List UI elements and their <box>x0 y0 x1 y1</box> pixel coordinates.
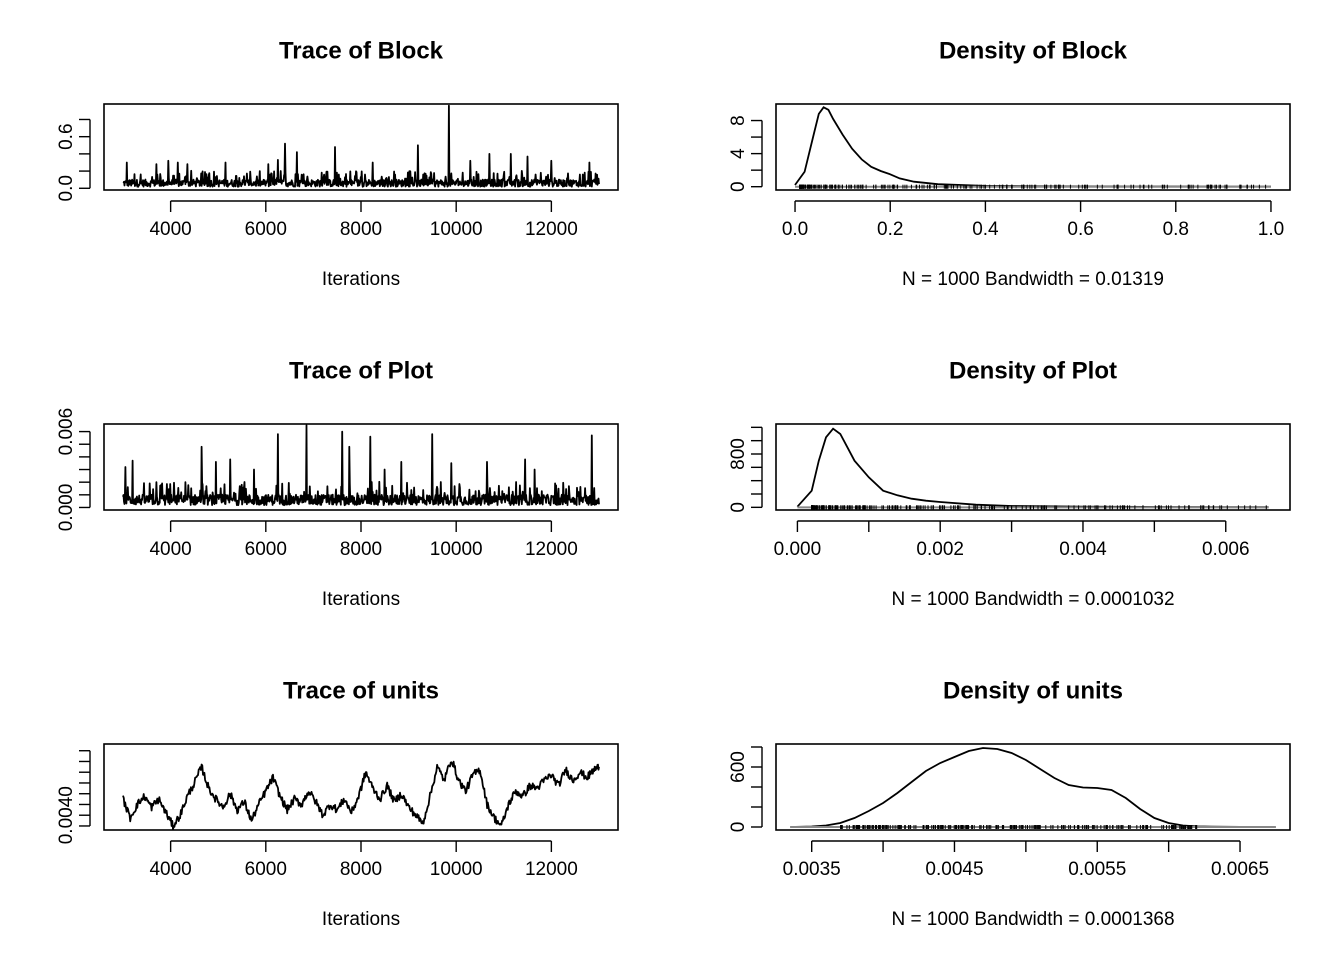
x-tick-label: 0.6 <box>1067 219 1093 240</box>
x-tick-label: 6000 <box>245 539 287 560</box>
x-tick-label: 0.002 <box>916 539 964 560</box>
x-tick-label: 0.0 <box>782 219 808 240</box>
x-tick-label: 6000 <box>245 219 287 240</box>
y-tick-label: 800 <box>728 438 749 470</box>
y-tick-label: 0 <box>728 502 749 513</box>
chart-panel-2: Trace of Plot 4000 6000 8000 10000 12000 0.000… <box>56 357 619 610</box>
chart-title: Density of units <box>943 677 1123 704</box>
y-axis: 0 800 <box>728 426 763 513</box>
x-axis: 0.000 0.002 0.004 0.006 <box>774 520 1250 560</box>
plot-area <box>796 427 1269 510</box>
y-axis: 0 4 8 <box>728 115 763 192</box>
x-tick-label: 0.2 <box>877 219 903 240</box>
x-tick-label: 8000 <box>340 219 382 240</box>
y-tick-label: 0.0040 <box>56 786 77 844</box>
plot-frame <box>103 103 619 191</box>
x-axis-label: N = 1000 Bandwidth = 0.0001032 <box>891 589 1174 610</box>
x-tick-label: 0.0045 <box>925 859 983 880</box>
x-tick-label: 8000 <box>340 539 382 560</box>
chart-panel-4: Trace of units 4000 6000 8000 10000 12000 0.00… <box>56 677 619 930</box>
x-tick-label: 12000 <box>525 219 578 240</box>
plot-frame <box>775 423 1291 511</box>
density-curve <box>794 106 1271 188</box>
x-tick-label: 12000 <box>525 539 578 560</box>
plot-area <box>790 747 1276 829</box>
x-tick-label: 4000 <box>149 859 191 880</box>
x-tick-label: 0.8 <box>1163 219 1189 240</box>
rug-marks <box>799 184 1267 189</box>
y-tick-label: 0 <box>728 181 749 192</box>
x-axis: 4000 6000 8000 10000 12000 <box>149 840 578 880</box>
x-axis-label: N = 1000 Bandwidth = 0.0001368 <box>891 909 1174 930</box>
y-axis: 0.000 0.006 <box>56 408 91 532</box>
x-axis: 4000 6000 8000 10000 12000 <box>149 200 578 240</box>
x-tick-label: 0.0035 <box>783 859 841 880</box>
x-tick-label: 0.000 <box>774 539 822 560</box>
x-tick-label: 12000 <box>525 859 578 880</box>
plot-area <box>122 760 600 830</box>
x-tick-label: 0.006 <box>1202 539 1250 560</box>
trace-series-line <box>122 760 600 830</box>
trace-series-line <box>122 424 600 507</box>
density-curve <box>790 747 1276 828</box>
x-tick-label: 10000 <box>430 539 483 560</box>
x-tick-label: 4000 <box>149 539 191 560</box>
chart-title: Trace of units <box>283 677 439 704</box>
x-tick-label: 10000 <box>430 219 483 240</box>
x-tick-label: 8000 <box>340 859 382 880</box>
x-axis: 0.0 0.2 0.4 0.6 0.8 1.0 <box>782 200 1284 240</box>
x-axis: 0.0035 0.0045 0.0055 0.0065 <box>783 840 1269 880</box>
x-tick-label: 1.0 <box>1258 219 1284 240</box>
y-tick-label: 0.000 <box>56 484 77 532</box>
x-tick-label: 10000 <box>430 859 483 880</box>
plot-frame <box>775 743 1291 831</box>
plot-area <box>122 104 600 188</box>
y-axis: 0.0040 <box>56 750 91 844</box>
y-tick-label: 600 <box>728 751 749 783</box>
x-axis-label: Iterations <box>322 589 400 610</box>
plot-frame <box>775 103 1291 191</box>
x-tick-label: 0.0065 <box>1211 859 1269 880</box>
chart-title: Trace of Block <box>279 37 444 64</box>
x-tick-label: 6000 <box>245 859 287 880</box>
y-tick-label: 4 <box>728 148 749 159</box>
chart-panel-5: Density of units 0.0035 0.0045 0.0055 0.0065… <box>728 677 1291 930</box>
chart-panel-3: Density of Plot 0.000 0.002 0.004 0.006 0 800 N… <box>728 357 1291 610</box>
chart-panel-1: Density of Block 0.0 0.2 0.4 0.6 0.8 1.0 0 4 8 N =… <box>728 37 1291 290</box>
x-tick-label: 0.4 <box>972 219 999 240</box>
y-axis: 0 600 <box>728 746 763 833</box>
x-axis-label: Iterations <box>322 909 400 930</box>
y-tick-label: 0.6 <box>56 123 77 149</box>
x-axis: 4000 6000 8000 10000 12000 <box>149 520 578 560</box>
chart-title: Density of Block <box>939 37 1128 64</box>
trace-series-line <box>122 104 600 188</box>
plot-area <box>794 106 1271 189</box>
chart-title: Trace of Plot <box>289 357 433 384</box>
rug-marks <box>811 505 1267 510</box>
plot-area <box>122 424 600 507</box>
x-tick-label: 4000 <box>149 219 191 240</box>
plot-frame <box>103 743 619 831</box>
chart-title: Density of Plot <box>949 357 1117 384</box>
y-axis: 0.0 0.6 <box>56 118 91 201</box>
y-tick-label: 0.006 <box>56 408 77 456</box>
x-axis-label: Iterations <box>322 269 400 290</box>
rug-marks <box>840 825 1198 829</box>
y-tick-label: 0.0 <box>56 175 77 201</box>
x-tick-label: 0.004 <box>1059 539 1107 560</box>
x-axis-label: N = 1000 Bandwidth = 0.01319 <box>902 269 1164 290</box>
plot-frame <box>103 423 619 511</box>
density-curve <box>796 427 1269 509</box>
y-tick-label: 8 <box>728 115 749 126</box>
x-tick-label: 0.0055 <box>1068 859 1126 880</box>
y-tick-label: 0 <box>728 822 749 833</box>
